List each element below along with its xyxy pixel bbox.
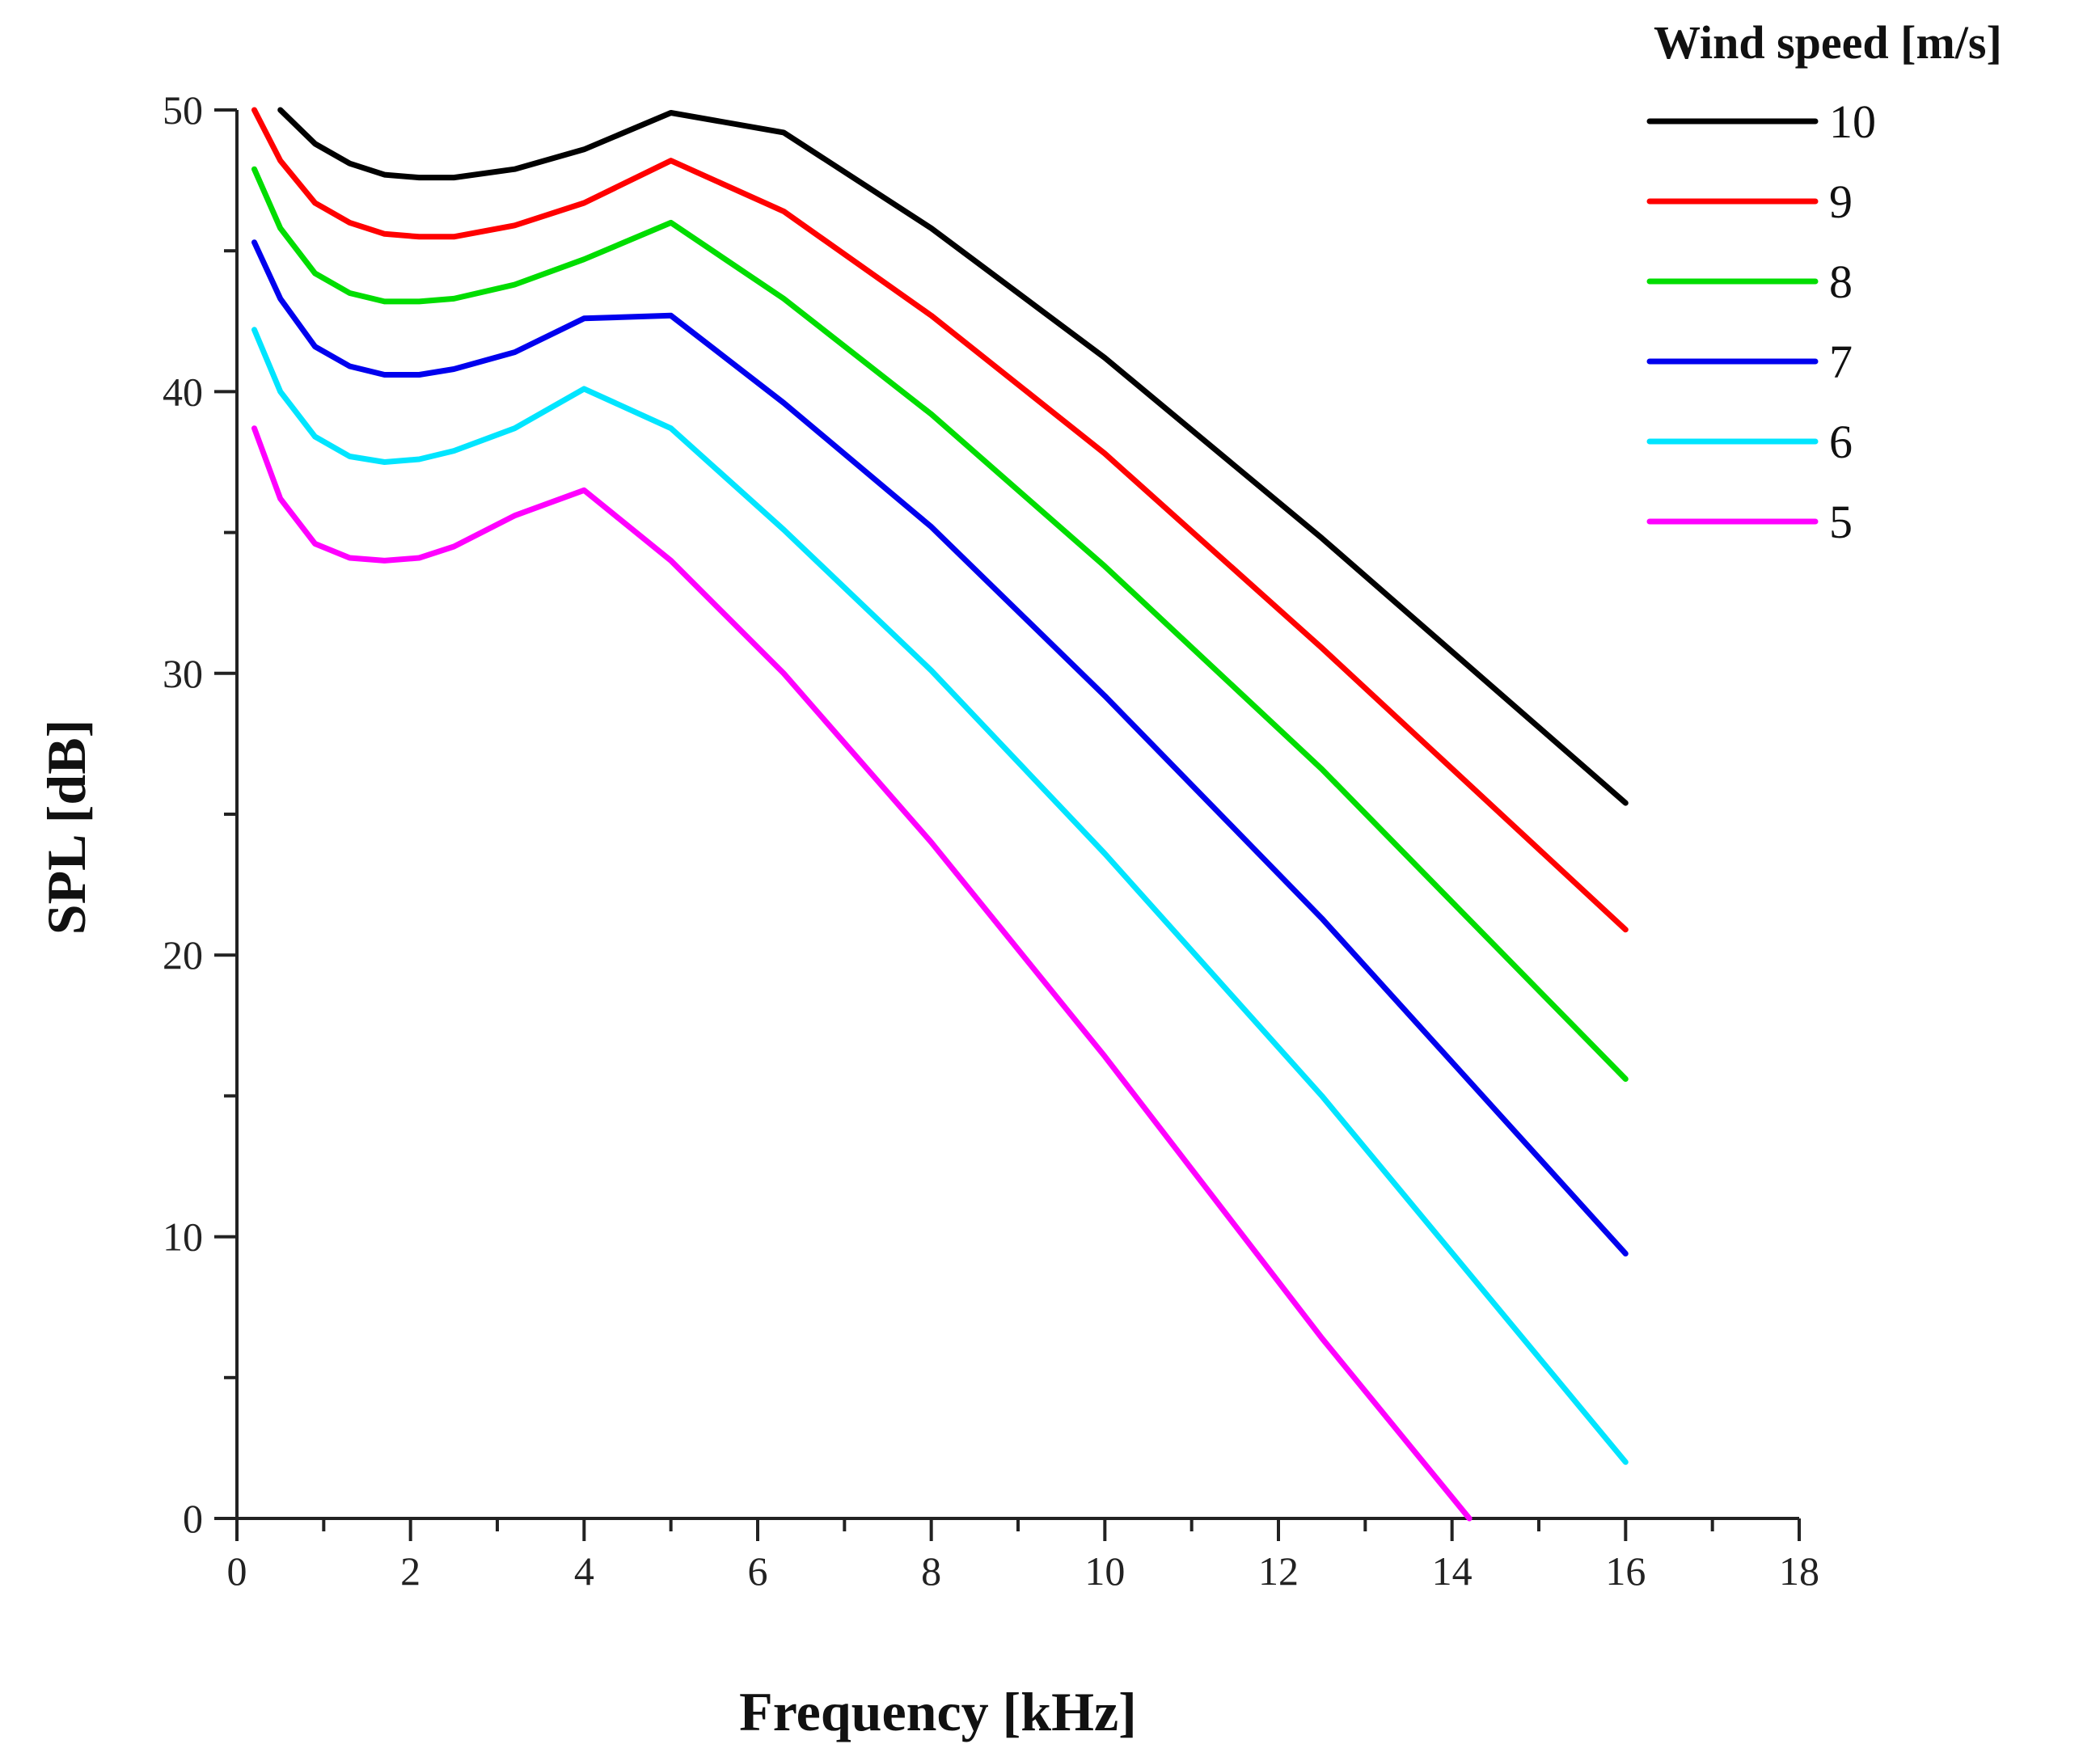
legend-label-9: 9 [1829, 175, 1853, 228]
series-line-6 [251, 327, 1629, 1465]
x-tick-label: 18 [1779, 1548, 1819, 1594]
series-line-9 [251, 107, 1629, 933]
x-tick-label: 16 [1605, 1548, 1646, 1594]
legend-label-10: 10 [1829, 95, 1876, 148]
series-line-7 [251, 239, 1629, 1256]
x-tick-label: 8 [921, 1548, 941, 1594]
x-tick-label: 0 [227, 1548, 247, 1594]
legend-label-8: 8 [1829, 255, 1853, 308]
series-line-5 [251, 425, 1473, 1522]
y-tick-label: 0 [183, 1496, 203, 1541]
legend: Wind speed [m/s] 10 9 8 7 6 5 [1646, 16, 2002, 548]
legend-label-5: 5 [1829, 496, 1853, 548]
y-tick-label: 30 [163, 651, 203, 696]
series-lines [251, 107, 1629, 1522]
y-tick-label: 40 [163, 369, 203, 414]
axis-ticks: 0 2 4 6 8 10 12 14 16 18 0 10 20 30 40 50 [163, 87, 1819, 1594]
axes [235, 110, 1799, 1520]
legend-label-7: 7 [1829, 336, 1853, 388]
y-tick-label: 10 [163, 1214, 203, 1260]
series-line-10 [277, 107, 1629, 806]
y-axis-title: SPL [dB] [36, 720, 97, 935]
x-tick-label: 12 [1258, 1548, 1299, 1594]
x-axis-title: Frequency [kHz] [739, 1681, 1137, 1742]
y-tick-label: 20 [163, 932, 203, 978]
x-tick-label: 6 [748, 1548, 768, 1594]
legend-label-6: 6 [1829, 416, 1853, 468]
legend-title: Wind speed [m/s] [1654, 16, 2002, 69]
series-line-8 [251, 166, 1629, 1082]
x-tick-label: 4 [574, 1548, 594, 1594]
x-tick-label: 10 [1084, 1548, 1125, 1594]
x-tick-label: 2 [400, 1548, 420, 1594]
y-tick-label: 50 [163, 87, 203, 133]
x-tick-label: 14 [1432, 1548, 1473, 1594]
